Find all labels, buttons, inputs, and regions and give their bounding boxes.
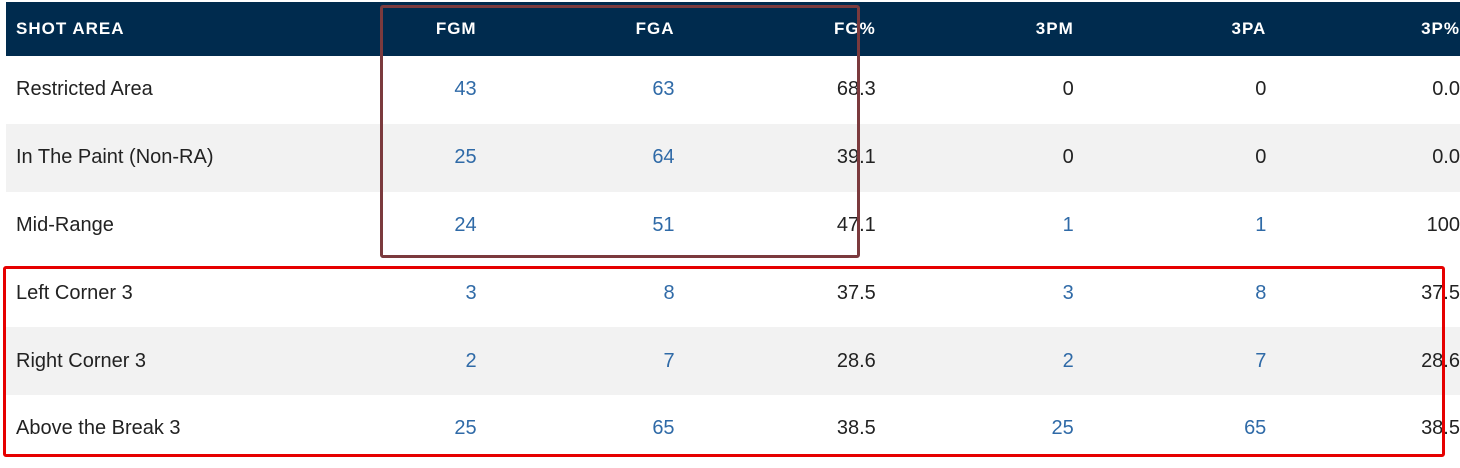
cell-fg-pct: 37.5 — [836, 281, 876, 304]
cell-fga[interactable]: 64 — [652, 146, 675, 169]
cell-3pa[interactable]: 7 — [1255, 349, 1267, 372]
cell-3pm: 0 — [1062, 146, 1074, 169]
cell-3p-pct: 38.5 — [1421, 417, 1460, 440]
cell-3p-pct: 0.0 — [1432, 78, 1460, 101]
cell-3pa[interactable]: 1 — [1255, 213, 1267, 236]
cell-fgm[interactable]: 25 — [454, 146, 477, 169]
cell-3p-pct: 0.0 — [1432, 146, 1460, 169]
cell-3p-pct: 28.6 — [1421, 349, 1460, 372]
cell-3p-pct: 100 — [1426, 213, 1460, 236]
cell-fgm[interactable]: 2 — [465, 349, 477, 372]
cell-fgm[interactable]: 24 — [454, 213, 477, 236]
table-row: Mid-Range 24 51 47.1 1 1 100 — [6, 191, 1460, 260]
cell-3pa: 0 — [1255, 78, 1267, 101]
cell-fgm[interactable]: 3 — [465, 281, 477, 304]
cell-3pm[interactable]: 25 — [1051, 417, 1074, 440]
header-3pm[interactable]: 3PM — [1035, 19, 1074, 38]
cell-3pa[interactable]: 65 — [1244, 417, 1267, 440]
cell-fg-pct: 47.1 — [836, 213, 876, 236]
table-row: Right Corner 3 2 7 28.6 2 7 28.6 — [6, 327, 1460, 395]
cell-3pm[interactable]: 1 — [1062, 213, 1074, 236]
header-3pa[interactable]: 3PA — [1231, 19, 1267, 38]
cell-fga[interactable]: 51 — [652, 213, 675, 236]
header-fgm[interactable]: FGM — [435, 19, 477, 38]
table-row: Left Corner 3 3 8 37.5 3 8 37.5 — [6, 259, 1460, 328]
shot-area-stats-table: SHOT AREA FGM FGA FG% 3PM 3PA 3P% Restri… — [6, 2, 1460, 463]
cell-shot-area: Mid-Range — [16, 213, 114, 236]
cell-3pm[interactable]: 3 — [1062, 281, 1074, 304]
cell-shot-area: Right Corner 3 — [16, 349, 147, 372]
cell-fga[interactable]: 63 — [652, 78, 675, 101]
cell-fga[interactable]: 65 — [652, 417, 675, 440]
cell-fga[interactable]: 8 — [663, 281, 675, 304]
cell-fg-pct: 39.1 — [836, 146, 876, 169]
cell-3p-pct: 37.5 — [1421, 281, 1460, 304]
header-fg-pct[interactable]: FG% — [834, 19, 876, 38]
cell-fg-pct: 28.6 — [836, 349, 876, 372]
cell-3pa: 0 — [1255, 146, 1267, 169]
cell-3pa[interactable]: 8 — [1255, 281, 1267, 304]
table-row: Restricted Area 43 63 68.3 0 0 0.0 — [6, 56, 1460, 124]
table-row: Above the Break 3 25 65 38.5 25 65 38.5 — [6, 394, 1460, 463]
cell-shot-area: Left Corner 3 — [16, 281, 133, 304]
cell-fgm[interactable]: 43 — [454, 78, 477, 101]
cell-3pm[interactable]: 2 — [1062, 349, 1074, 372]
table-row: In The Paint (Non-RA) 25 64 39.1 0 0 0.0 — [6, 123, 1460, 192]
cell-shot-area: Above the Break 3 — [16, 417, 181, 440]
cell-fg-pct: 38.5 — [836, 417, 876, 440]
cell-shot-area: In The Paint (Non-RA) — [16, 146, 214, 169]
cell-fgm[interactable]: 25 — [454, 417, 477, 440]
table-header-row: SHOT AREA FGM FGA FG% 3PM 3PA 3P% — [6, 2, 1460, 56]
header-3p-pct[interactable]: 3P% — [1421, 19, 1460, 38]
cell-shot-area: Restricted Area — [16, 78, 153, 101]
cell-fg-pct: 68.3 — [836, 78, 876, 101]
cell-3pm: 0 — [1062, 78, 1074, 101]
header-fga[interactable]: FGA — [635, 19, 675, 38]
header-shot-area[interactable]: SHOT AREA — [16, 19, 125, 38]
cell-fga[interactable]: 7 — [663, 349, 675, 372]
